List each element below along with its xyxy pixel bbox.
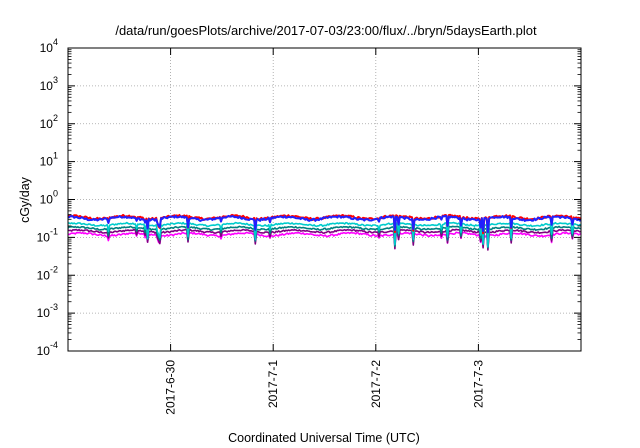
y-tick-exponent: -4: [50, 340, 58, 350]
series-line: [67, 225, 582, 249]
x-tick-label: 2017-7-2: [369, 360, 383, 408]
y-tick-exponent: -1: [50, 226, 58, 236]
series-line: [67, 231, 582, 249]
ticks: [68, 47, 581, 352]
y-tick-exponent: 2: [53, 113, 58, 123]
y-tick-exponent: 1: [53, 151, 58, 161]
y-tick-base: 10: [37, 306, 51, 320]
grid: [68, 48, 581, 351]
series-line: [67, 228, 582, 251]
y-tick-label: 101: [40, 151, 58, 169]
y-tick-label: 10-4: [37, 340, 58, 358]
y-tick-exponent: 3: [53, 75, 58, 85]
series-line: [67, 221, 582, 248]
y-tick-label: 102: [40, 113, 58, 131]
y-axis-label: cGy/day: [18, 176, 32, 223]
x-axis-label: Coordinated Universal Time (UTC): [228, 431, 420, 445]
y-tick-base: 10: [40, 193, 54, 207]
chart-title: /data/run/goesPlots/archive/2017-07-03/2…: [115, 23, 537, 38]
y-tick-exponent: -2: [50, 264, 58, 274]
y-tick-base: 10: [37, 230, 51, 244]
y-tick-label: 10-3: [37, 302, 58, 320]
y-tick-label: 100: [40, 189, 58, 207]
y-tick-label: 10-2: [37, 264, 58, 282]
y-tick-label: 10-1: [37, 226, 58, 244]
y-tick-label: 103: [40, 75, 58, 93]
y-tick-base: 10: [40, 155, 54, 169]
series-group: [67, 213, 582, 251]
y-tick-base: 10: [37, 344, 51, 358]
plot-frame: [67, 47, 582, 352]
y-tick-label: 104: [40, 37, 58, 55]
y-tick-base: 10: [40, 79, 54, 93]
y-tick-exponent: 4: [53, 37, 58, 47]
y-tick-exponent: 0: [53, 189, 58, 199]
x-tick-labels: 2017-6-30 2017-7-1 2017-7-2 2017-7-3: [164, 360, 486, 415]
series-line: [68, 214, 582, 234]
x-tick-label: 2017-6-30: [164, 360, 178, 415]
y-tick-exponent: -3: [50, 302, 58, 312]
y-tick-base: 10: [40, 41, 54, 55]
y-tick-base: 10: [37, 268, 51, 282]
x-tick-label: 2017-7-3: [471, 360, 485, 408]
x-tick-label: 2017-7-1: [266, 360, 280, 408]
y-tick-base: 10: [40, 117, 54, 131]
